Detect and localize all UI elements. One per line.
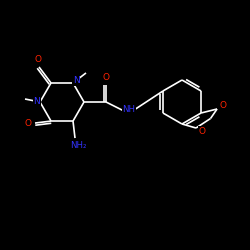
Text: N: N xyxy=(34,96,40,106)
Text: N: N xyxy=(72,76,80,86)
Text: O: O xyxy=(34,56,42,64)
Text: O: O xyxy=(24,118,32,128)
Text: O: O xyxy=(102,74,110,82)
Text: O: O xyxy=(220,102,226,110)
Text: NH: NH xyxy=(122,106,136,114)
Text: O: O xyxy=(198,126,205,136)
Text: NH₂: NH₂ xyxy=(70,140,86,149)
